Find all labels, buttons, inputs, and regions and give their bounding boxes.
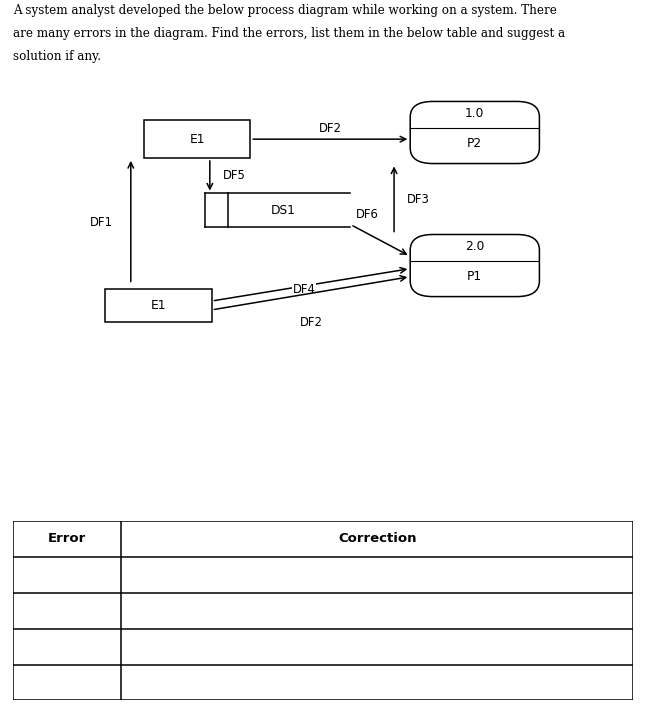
Text: Correction: Correction — [338, 532, 417, 546]
Text: DS1: DS1 — [271, 203, 296, 217]
Text: E1: E1 — [189, 132, 205, 146]
Text: P2: P2 — [467, 137, 483, 150]
Bar — [105, 289, 212, 322]
Text: solution if any.: solution if any. — [13, 50, 101, 63]
Text: DF6: DF6 — [356, 208, 379, 221]
FancyBboxPatch shape — [410, 101, 539, 163]
Text: 1.0: 1.0 — [465, 108, 484, 120]
Text: DF5: DF5 — [223, 169, 246, 182]
Text: DF2: DF2 — [300, 316, 322, 329]
Text: Error: Error — [48, 532, 87, 546]
Text: E1: E1 — [151, 299, 166, 312]
Text: are many errors in the diagram. Find the errors, list them in the below table an: are many errors in the diagram. Find the… — [13, 27, 565, 39]
Text: 2.0: 2.0 — [465, 241, 484, 253]
Text: A system analyst developed the below process diagram while working on a system. : A system analyst developed the below pro… — [13, 4, 557, 16]
Text: DF1: DF1 — [90, 216, 113, 229]
Text: DF2: DF2 — [319, 122, 342, 134]
FancyBboxPatch shape — [410, 234, 539, 296]
Text: DF3: DF3 — [407, 192, 430, 206]
Text: DF4: DF4 — [293, 284, 316, 296]
Text: P1: P1 — [467, 270, 483, 283]
Bar — [143, 120, 251, 158]
